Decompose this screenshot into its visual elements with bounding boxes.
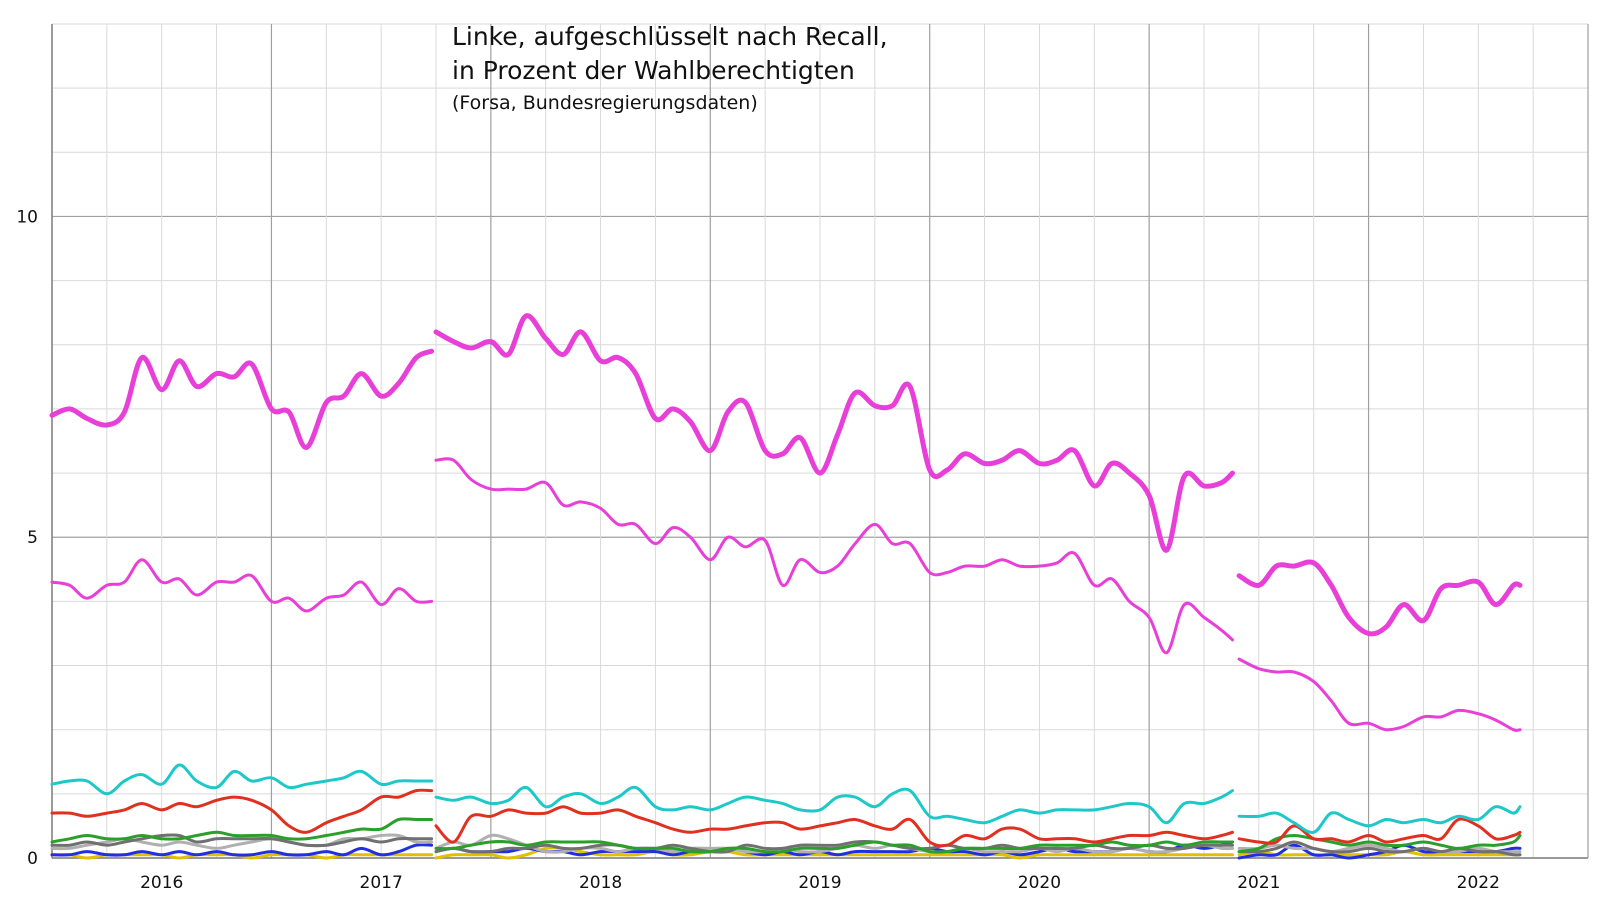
series-line-4-segment-1 (50, 788, 434, 834)
series-line-2-segment-3 (1237, 657, 1522, 732)
series-line-7-segment-3 (1237, 843, 1522, 854)
chart-title-line2: in Prozent der Wahlberechtigten (452, 56, 855, 85)
x-tick-label: 2020 (1018, 873, 1061, 893)
y-tick-label: 5 (27, 528, 38, 548)
series-line-4-segment-2 (434, 805, 1234, 848)
series-line-3-segment-2 (434, 785, 1234, 825)
x-tick-label: 2021 (1237, 873, 1280, 893)
tick-labels: 2016 2017 2018 2019 2020 2021 2022 0 5 10 (16, 207, 1500, 893)
x-tick-label: 2019 (798, 873, 841, 893)
chart-title: Linke, aufgeschlüsselt nach Recall, (452, 22, 888, 51)
series-line-6-segment-3 (1237, 840, 1522, 857)
y-tick-label: 0 (27, 849, 38, 869)
series-line-5-segment-1 (50, 817, 434, 844)
grid (51, 23, 1589, 859)
x-tick-label: 2022 (1457, 873, 1500, 893)
series-line-5-segment-2 (434, 840, 1234, 854)
series-line-1-segment-3 (1236, 559, 1523, 637)
x-tick-label: 2016 (140, 873, 183, 893)
series-line-5-segment-3 (1237, 834, 1522, 854)
y-tick-label: 10 (16, 207, 38, 227)
series-lines (49, 313, 1523, 860)
series-line-2-segment-2 (434, 457, 1234, 655)
series-line-3-segment-1 (50, 763, 434, 796)
series-line-4-segment-3 (1237, 817, 1522, 845)
series-line-2-segment-1 (50, 558, 434, 613)
series-line-9-segment-3 (1237, 850, 1522, 857)
series-line-1-segment-1 (49, 348, 435, 450)
chart-subtitle: (Forsa, Bundesregierungsdaten) (452, 92, 758, 114)
series-line-1-segment-2 (433, 313, 1235, 553)
series-line-8-segment-1 (50, 843, 434, 857)
series-line-6-segment-2 (434, 840, 1234, 854)
x-tick-label: 2018 (579, 873, 622, 893)
series-line-6-segment-1 (50, 833, 434, 848)
series-line-3-segment-3 (1237, 805, 1522, 834)
x-tick-label: 2017 (360, 873, 403, 893)
